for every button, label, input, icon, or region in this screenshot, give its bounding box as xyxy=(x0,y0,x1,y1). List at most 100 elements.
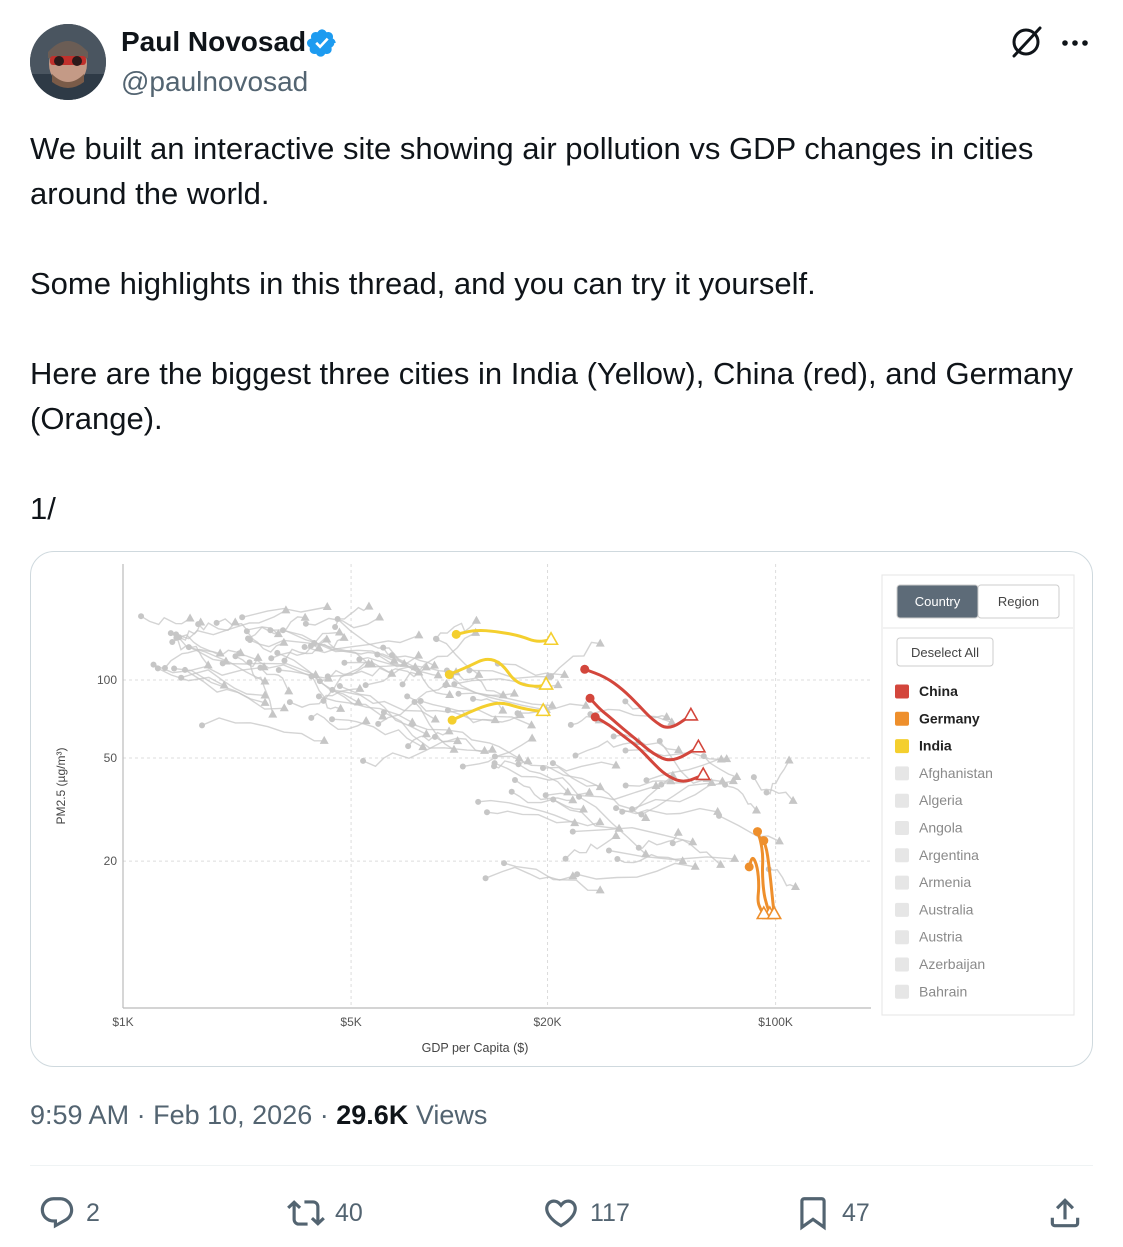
background-city-start xyxy=(138,613,145,620)
background-city-end xyxy=(322,601,332,610)
background-city-path xyxy=(201,717,325,742)
background-city-path xyxy=(247,616,306,640)
background-city-end xyxy=(728,776,738,785)
background-city-start xyxy=(332,623,339,630)
background-city-path xyxy=(753,776,794,802)
city-path-india xyxy=(447,657,548,688)
like-button[interactable]: 117 xyxy=(542,1188,630,1238)
background-city-start xyxy=(572,752,579,759)
y-axis-label: PM2.5 (µg/m³) xyxy=(54,748,68,825)
background-city-end xyxy=(578,804,588,813)
city-path-china xyxy=(593,715,705,783)
background-city-path xyxy=(170,609,287,640)
background-city-end xyxy=(319,735,329,744)
tweet-date[interactable]: Feb 10, 2026 xyxy=(153,1100,313,1130)
background-city-path xyxy=(486,810,601,827)
background-city-start xyxy=(195,621,202,628)
more-options-icon[interactable] xyxy=(1058,26,1092,60)
background-city-end xyxy=(284,686,294,695)
reply-button[interactable]: 2 xyxy=(38,1188,100,1238)
background-city-end xyxy=(418,742,428,751)
background-city-end xyxy=(334,627,344,636)
background-city-end xyxy=(563,787,573,796)
background-city-path xyxy=(176,634,221,655)
legend-item-china: China xyxy=(919,683,958,699)
tweet-paragraph: Here are the biggest three cities in Ind… xyxy=(30,356,1074,436)
share-icon xyxy=(1050,1198,1080,1228)
retweet-button[interactable]: 40 xyxy=(287,1188,363,1238)
background-city-end xyxy=(219,680,229,689)
background-city-end xyxy=(595,782,605,791)
background-city-end xyxy=(547,700,557,709)
background-city-start xyxy=(459,763,466,770)
background-city-path xyxy=(334,606,370,628)
background-city-start xyxy=(286,699,293,706)
background-city-end xyxy=(430,714,440,723)
background-city-path xyxy=(542,766,647,819)
legend-panel: Country Region Deselect All China Germany Ind… xyxy=(881,574,1075,1016)
background-city-end xyxy=(453,736,463,745)
author-name[interactable]: Paul Novosad xyxy=(121,26,307,57)
background-city-start xyxy=(511,776,518,783)
background-city-end xyxy=(361,716,371,725)
background-city-end xyxy=(268,709,278,718)
background-city-end xyxy=(732,772,742,781)
background-city-start xyxy=(245,635,252,642)
background-city-path xyxy=(420,700,532,726)
background-city-start xyxy=(716,812,723,819)
background-city-end xyxy=(355,683,365,692)
toggle-label: Region xyxy=(998,594,1039,609)
background-city-path xyxy=(641,782,712,816)
background-city-path xyxy=(445,684,547,711)
background-city-path xyxy=(178,622,202,642)
background-city-path xyxy=(377,683,447,725)
series-china xyxy=(580,664,712,783)
verified-badge-icon[interactable] xyxy=(306,27,338,59)
media-image[interactable]: $1K $5K $20K $100K 100 50 20 GDP per Capita ($)… xyxy=(30,551,1093,1067)
tweet-time[interactable]: 9:59 AM xyxy=(30,1100,130,1130)
background-city-end xyxy=(441,678,451,687)
x-tick-label: $20K xyxy=(534,1015,562,1029)
background-city-start xyxy=(614,855,621,862)
background-city-end xyxy=(375,612,385,621)
legend-item-india: India xyxy=(919,738,952,754)
bookmark-button[interactable]: 47 xyxy=(794,1188,870,1238)
background-city-start xyxy=(301,643,308,650)
background-city-path xyxy=(458,692,553,707)
background-city-start xyxy=(409,721,416,728)
background-city-end xyxy=(353,697,363,706)
background-city-path xyxy=(576,862,696,880)
background-city-start xyxy=(619,808,626,815)
city-end-marker xyxy=(755,905,772,920)
background-city-path xyxy=(180,669,266,697)
background-city-start xyxy=(417,698,424,705)
grok-icon[interactable] xyxy=(1008,24,1044,60)
background-city-start xyxy=(475,798,482,805)
background-city-path xyxy=(407,730,450,747)
background-city-end xyxy=(611,760,621,769)
city-end-marker xyxy=(543,631,559,646)
background-city-end xyxy=(364,601,374,610)
background-city-start xyxy=(257,664,264,671)
city-start-marker xyxy=(447,715,457,725)
background-city-start xyxy=(482,875,489,882)
background-city-path xyxy=(631,780,734,810)
background-city-end xyxy=(595,638,605,647)
background-city-path xyxy=(331,718,424,748)
background-city-path xyxy=(572,826,693,843)
y-tick-label: 20 xyxy=(104,854,118,868)
author-handle[interactable]: @paulnovosad xyxy=(121,66,309,97)
background-city-path xyxy=(153,664,265,676)
background-city-end xyxy=(581,700,591,709)
background-city-start xyxy=(404,693,411,700)
background-city-start xyxy=(302,620,309,627)
legend-swatch xyxy=(895,902,909,917)
avatar[interactable] xyxy=(30,24,106,100)
legend-item-austria: Austria xyxy=(919,929,963,945)
background-city-end xyxy=(707,777,717,786)
background-city-start xyxy=(548,673,555,680)
background-city-start xyxy=(491,753,498,760)
background-city-end xyxy=(641,812,651,821)
share-button[interactable] xyxy=(1046,1188,1084,1238)
background-city-end xyxy=(387,668,397,677)
